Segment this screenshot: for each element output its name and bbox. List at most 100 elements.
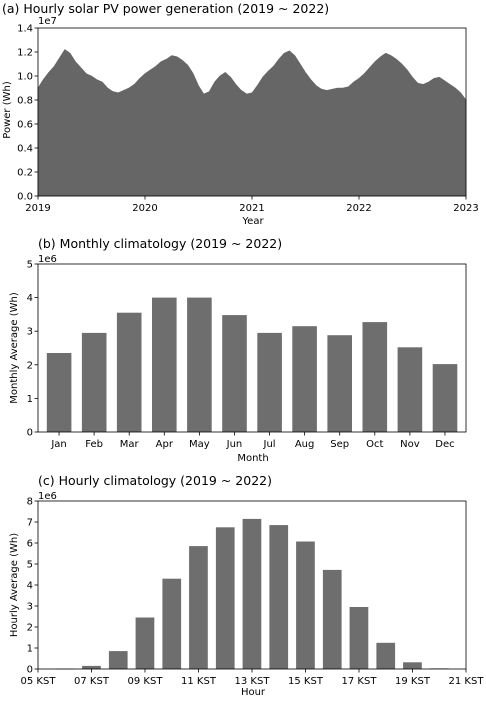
panel-b-y-tick-label: 1 (27, 394, 33, 405)
panel-b-bar (116, 312, 142, 432)
panel-a-area-layer (37, 49, 467, 197)
panel-c-bar (376, 642, 396, 670)
panel-b-x-tick-label: Apr (156, 439, 174, 450)
panel-b-y-tick-label: 5 (27, 260, 33, 271)
panel-b-x-tick-label: Nov (400, 439, 420, 450)
panel-a-y-axis-label: Power (Wh) (2, 81, 13, 139)
panel-c-bar (242, 518, 262, 669)
panel-c-bar (403, 662, 422, 669)
panel-c-y-axis-label: Hourly Average (Wh) (9, 533, 20, 637)
panel-b-x-tick-label: Oct (366, 439, 383, 450)
panel-b-y-tick-label: 3 (27, 327, 33, 338)
panel-a-y-tick-label: 1.2 (17, 48, 33, 59)
panel-c-bar (189, 546, 208, 669)
panel-c-bar (82, 665, 101, 669)
panel-b-bar (327, 335, 352, 432)
panel-c-y-ticks: 0 1 2 3 4 5 6 7 8 (27, 497, 38, 676)
panel-c-bar (215, 527, 235, 670)
panel-c-y-tick-label: 8 (27, 497, 33, 508)
panel-a-x-tick-label: 2019 (25, 203, 50, 214)
panel-b-x-tick-label: May (189, 439, 210, 450)
panel-b-offset-label: 1e6 (38, 254, 57, 265)
panel-b-bar (257, 332, 282, 432)
panel-c-x-tick-label: 11 KST (181, 676, 217, 687)
panel-b-x-tick-label: Jun (226, 439, 243, 450)
panel-c-y-tick-label: 6 (27, 539, 33, 550)
panel-a-frame (37, 27, 467, 197)
panel-c-bars (55, 518, 449, 670)
panel-c-x-ticks: 05 KST 07 KST 09 KST 11 KST 13 KST 15 KST 17 K… (21, 669, 485, 687)
panel-a-y-tick-label: 0.6 (17, 120, 33, 131)
panel-b-x-tick-label: Jan (50, 439, 66, 450)
panel-c-x-tick-label: 21 KST (449, 676, 485, 687)
panel-a-x-ticks: 2019 2020 2021 2022 2023 (25, 196, 479, 214)
panel-a-title: (a) Hourly solar PV power generation (20… (2, 1, 329, 16)
panel-b-y-ticks: 0 1 2 3 4 5 (27, 260, 38, 439)
panel-b-bar (432, 364, 458, 432)
panel-b-x-tick-label: Aug (295, 439, 315, 450)
panel-b-x-tick-label: Feb (85, 439, 103, 450)
panel-c: (c) Hourly climatology (2019 ~ 2022) 1e6… (9, 473, 484, 698)
panel-b-bar (222, 315, 247, 432)
panel-a-x-axis-label: Year (241, 216, 264, 227)
panel-b-title: (b) Monthly climatology (2019 ~ 2022) (38, 236, 282, 251)
panel-c-bar (269, 525, 289, 669)
panel-b-bar (187, 297, 212, 432)
panel-b-y-axis-label: Monthly Average (Wh) (9, 292, 20, 404)
panel-b-bar (397, 347, 423, 432)
panel-a-y-ticks: 0.0 0.2 0.4 0.6 0.8 1.0 1.2 1.4 (17, 24, 38, 203)
panel-b-bar (292, 326, 317, 432)
panel-c-bar (349, 607, 369, 669)
panel-c-bar (296, 541, 315, 669)
panel-b-bar (81, 332, 107, 432)
panel-c-title: (c) Hourly climatology (2019 ~ 2022) (38, 473, 272, 488)
panel-b-y-tick-label: 4 (27, 293, 33, 304)
panel-b-x-axis-label: Month (237, 453, 268, 464)
panel-c-y-tick-label: 0 (27, 665, 33, 676)
panel-a-x-tick-label: 2022 (346, 203, 371, 214)
panel-a-y-tick-label: 1.4 (17, 24, 33, 35)
panel-a-y-tick-label: 0.2 (17, 168, 33, 179)
panel-c-y-tick-label: 5 (27, 560, 33, 571)
panel-b-bar (46, 353, 72, 432)
panel-c-x-tick-label: 15 KST (288, 676, 324, 687)
panel-c-y-tick-label: 4 (27, 581, 33, 592)
panel-b-frame (37, 263, 467, 433)
panel-c-x-tick-label: 05 KST (21, 676, 57, 687)
panel-c-x-tick-label: 07 KST (74, 676, 110, 687)
panel-b-bar (152, 297, 177, 432)
panel-c-y-tick-label: 2 (27, 623, 33, 634)
panel-c-x-tick-label: 13 KST (235, 676, 271, 687)
panel-c-frame (37, 500, 467, 670)
panel-a-offset-label: 1e7 (38, 16, 57, 27)
panel-c-x-axis-label: Hour (241, 687, 266, 698)
panel-b-x-tick-label: Jul (263, 439, 276, 450)
panel-a-series-area (37, 49, 467, 197)
panel-b-y-tick-label: 0 (27, 428, 33, 439)
panel-b-x-tick-label: Dec (435, 439, 454, 450)
panel-c-x-tick-label: 09 KST (128, 676, 164, 687)
panel-c-bar (108, 651, 128, 669)
panel-a-y-tick-label: 1.0 (17, 72, 33, 83)
panel-b-x-tick-label: Sep (330, 439, 349, 450)
panel-a-y-tick-label: 0.0 (17, 192, 33, 203)
panel-c-x-tick-label: 19 KST (395, 676, 431, 687)
panel-b-y-tick-label: 2 (27, 360, 33, 371)
panel-c-offset-label: 1e6 (38, 491, 57, 502)
panel-c-bar (162, 578, 182, 669)
panel-c-y-tick-label: 7 (27, 518, 33, 529)
panel-c-bar (135, 617, 155, 669)
panel-a-x-tick-label: 2021 (239, 203, 264, 214)
panel-c-bar (322, 569, 342, 669)
panel-b-bar (362, 322, 388, 432)
panel-a-x-tick-label: 2020 (132, 203, 157, 214)
panel-c-y-tick-label: 1 (27, 644, 33, 655)
panel-a-y-tick-label: 0.8 (17, 96, 33, 107)
panel-a-x-tick-label: 2023 (453, 203, 478, 214)
panel-a-y-tick-label: 0.4 (17, 144, 33, 155)
panel-c-y-tick-label: 3 (27, 602, 33, 613)
panel-b-x-tick-label: Mar (120, 439, 140, 450)
panel-b-bars (46, 297, 458, 432)
